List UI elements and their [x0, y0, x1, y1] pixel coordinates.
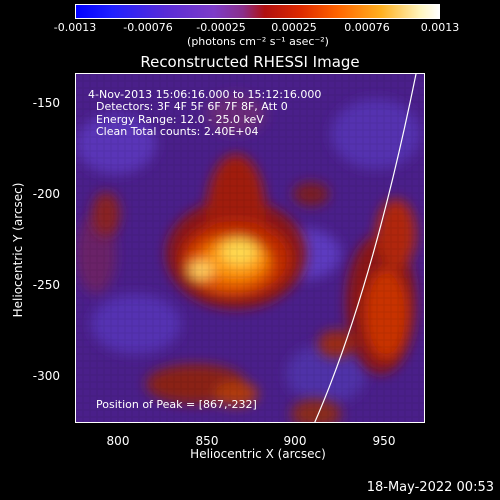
footer-date: 18-May-2022 00:53	[366, 480, 494, 495]
x-tick-label: 900	[283, 434, 307, 448]
y-tick-label: -250	[32, 278, 60, 292]
time-annotation: 4-Nov-2013 15:06:16.000 to 15:12:16.000	[88, 88, 322, 101]
solar-limb	[314, 74, 417, 422]
detectors-annotation: Detectors: 3F 4F 5F 6F 7F 8F, Att 0	[96, 100, 288, 113]
colorbar-tick: -0.00025	[196, 21, 246, 34]
image-plot: 4-Nov-2013 15:06:16.000 to 15:12:16.000 …	[75, 73, 425, 423]
colorbar-tick: 0.0013	[420, 21, 460, 34]
y-tick-label: -150	[32, 96, 60, 110]
emission-map	[76, 74, 424, 422]
colorbar-tick: 0.00076	[344, 21, 390, 34]
x-axis-label: Heliocentric X (arcsec)	[190, 447, 326, 461]
x-tick-label: 850	[195, 434, 219, 448]
x-tick-label: 950	[372, 434, 396, 448]
y-axis-label: Heliocentric Y (arcsec)	[11, 182, 25, 318]
energy-annotation: Energy Range: 12.0 - 25.0 keV	[96, 113, 264, 126]
colorbar-tick: -0.0013	[53, 21, 97, 34]
peak-annotation: Position of Peak = [867,-232]	[96, 398, 257, 411]
y-tick-label: -200	[32, 187, 60, 201]
colorbar-unit: (photons cm⁻² s⁻¹ asec⁻²)	[187, 35, 329, 48]
clean-annotation: Clean Total counts: 2.40E+04	[96, 125, 259, 138]
y-tick-label: -300	[32, 369, 60, 383]
x-tick-label: 800	[106, 434, 130, 448]
image-title: Reconstructed RHESSI Image	[140, 53, 360, 71]
colorbar-tick: -0.00076	[123, 21, 173, 34]
colorbar	[75, 4, 440, 19]
colorbar-tick: 0.00025	[271, 21, 317, 34]
